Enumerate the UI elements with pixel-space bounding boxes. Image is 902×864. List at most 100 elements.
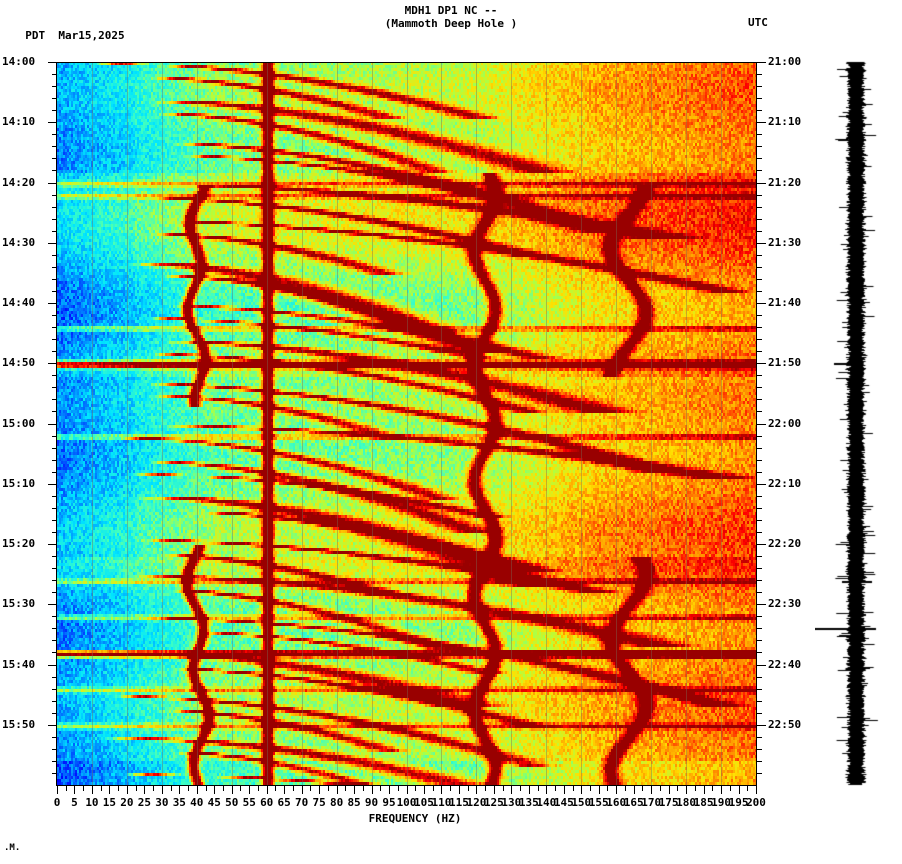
left-major-tick [48,182,57,184]
left-time-label: 14:10 [2,115,36,129]
frequency-minor-tick [677,786,679,791]
frequency-tick-label: 110 [431,796,452,809]
left-time-label: 15:40 [2,657,36,671]
frequency-major-tick [598,786,600,794]
right-time-label: 22:50 [768,717,802,731]
left-minor-tick [52,399,57,401]
frequency-tick-label: 10 [85,796,99,809]
frequency-minor-tick [712,786,714,791]
frequency-minor-tick [572,786,574,791]
station-name-label: (Mammoth Deep Hole ) [384,17,518,30]
frequency-tick-label: 20 [120,796,134,809]
frequency-major-tick [633,786,635,794]
left-major-tick [48,62,57,63]
left-minor-tick [52,760,57,762]
right-minor-tick [757,170,762,172]
frequency-major-tick [441,786,443,794]
right-minor-tick [757,230,762,232]
left-minor-tick [52,459,57,461]
right-time-label: 22:30 [768,597,802,611]
frequency-major-tick [389,786,391,794]
right-major-tick [757,664,766,666]
frequency-minor-tick [502,786,504,791]
left-time-label: 15:20 [2,537,36,550]
x-axis-title: FREQUENCY (HZ) [368,812,462,825]
spectrogram-plot[interactable] [57,62,756,785]
left-minor-tick [52,290,57,292]
frequency-tick-label: 25 [137,796,151,809]
frequency-major-tick [126,786,128,794]
left-minor-tick [52,447,57,449]
right-minor-tick [757,206,762,208]
left-minor-tick [52,158,57,160]
frequency-minor-tick [135,786,137,791]
right-minor-tick [757,290,762,292]
right-minor-tick [757,507,762,509]
frequency-major-tick [493,786,495,794]
right-minor-tick [757,254,762,256]
frequency-major-tick [581,786,583,794]
frequency-minor-tick [292,786,294,791]
helicorder-trace-panel[interactable] [815,60,902,787]
left-minor-tick [52,676,57,678]
frequency-tick-label: 120 [466,796,487,809]
left-minor-tick [52,110,57,112]
left-minor-tick [52,206,57,208]
frequency-major-tick [196,786,198,794]
left-minor-tick [52,86,57,88]
frequency-major-tick [738,786,740,794]
left-major-tick [48,363,57,365]
frequency-minor-tick [432,786,434,791]
frequency-minor-tick [415,786,417,791]
left-major-tick [48,122,57,124]
left-minor-tick [52,194,57,196]
right-major-tick [757,62,766,63]
frequency-tick-label: 155 [588,796,609,809]
frequency-major-tick [161,786,163,794]
helicorder-trace-image [815,60,902,787]
frequency-tick-label: 150 [571,796,592,809]
right-major-tick [757,182,766,184]
frequency-major-tick [686,786,688,794]
frequency-tick-label: 195 [728,796,749,809]
frequency-major-tick [144,786,146,794]
left-major-tick [48,483,57,485]
frequency-major-tick [91,786,93,794]
right-minor-tick [757,568,762,570]
frequency-minor-tick [100,786,102,791]
right-minor-tick [757,266,762,268]
frequency-tick-label: 80 [329,796,344,809]
frequency-major-tick [301,786,303,794]
left-minor-tick [52,580,57,582]
left-time-label: 15:10 [2,476,36,490]
right-minor-tick [757,447,762,449]
frequency-tick-label: 145 [553,796,574,809]
frequency-minor-tick [642,786,644,791]
left-minor-tick [52,278,57,280]
frequency-major-tick [371,786,373,794]
frequency-tick-label: 105 [414,796,434,809]
frequency-minor-tick [362,786,364,791]
left-major-tick [48,303,57,304]
frequency-major-tick [336,786,338,794]
right-minor-tick [757,351,762,353]
frequency-minor-tick [205,786,207,791]
page-title: MDH1 DP1 NC -- (Mammoth Deep Hole ) [0,4,902,30]
frequency-major-tick [284,786,286,794]
frequency-tick-label: 45 [207,796,221,809]
frequency-minor-tick [223,786,224,791]
right-minor-tick [757,748,762,750]
right-minor-tick [757,218,762,220]
frequency-tick-label: 90 [364,796,379,809]
axis-top-line [56,62,757,63]
frequency-major-tick [319,786,321,794]
frequency-tick-label: 165 [623,796,644,809]
frequency-tick-label: 180 [676,796,697,809]
right-minor-tick [757,736,762,738]
timezone-pdt-label: PDT [25,29,46,42]
frequency-tick-label: 60 [260,796,274,809]
frequency-major-tick [354,786,356,794]
right-time-label: 21:40 [768,296,802,309]
frequency-minor-tick [380,786,382,791]
frequency-major-tick [616,786,618,794]
